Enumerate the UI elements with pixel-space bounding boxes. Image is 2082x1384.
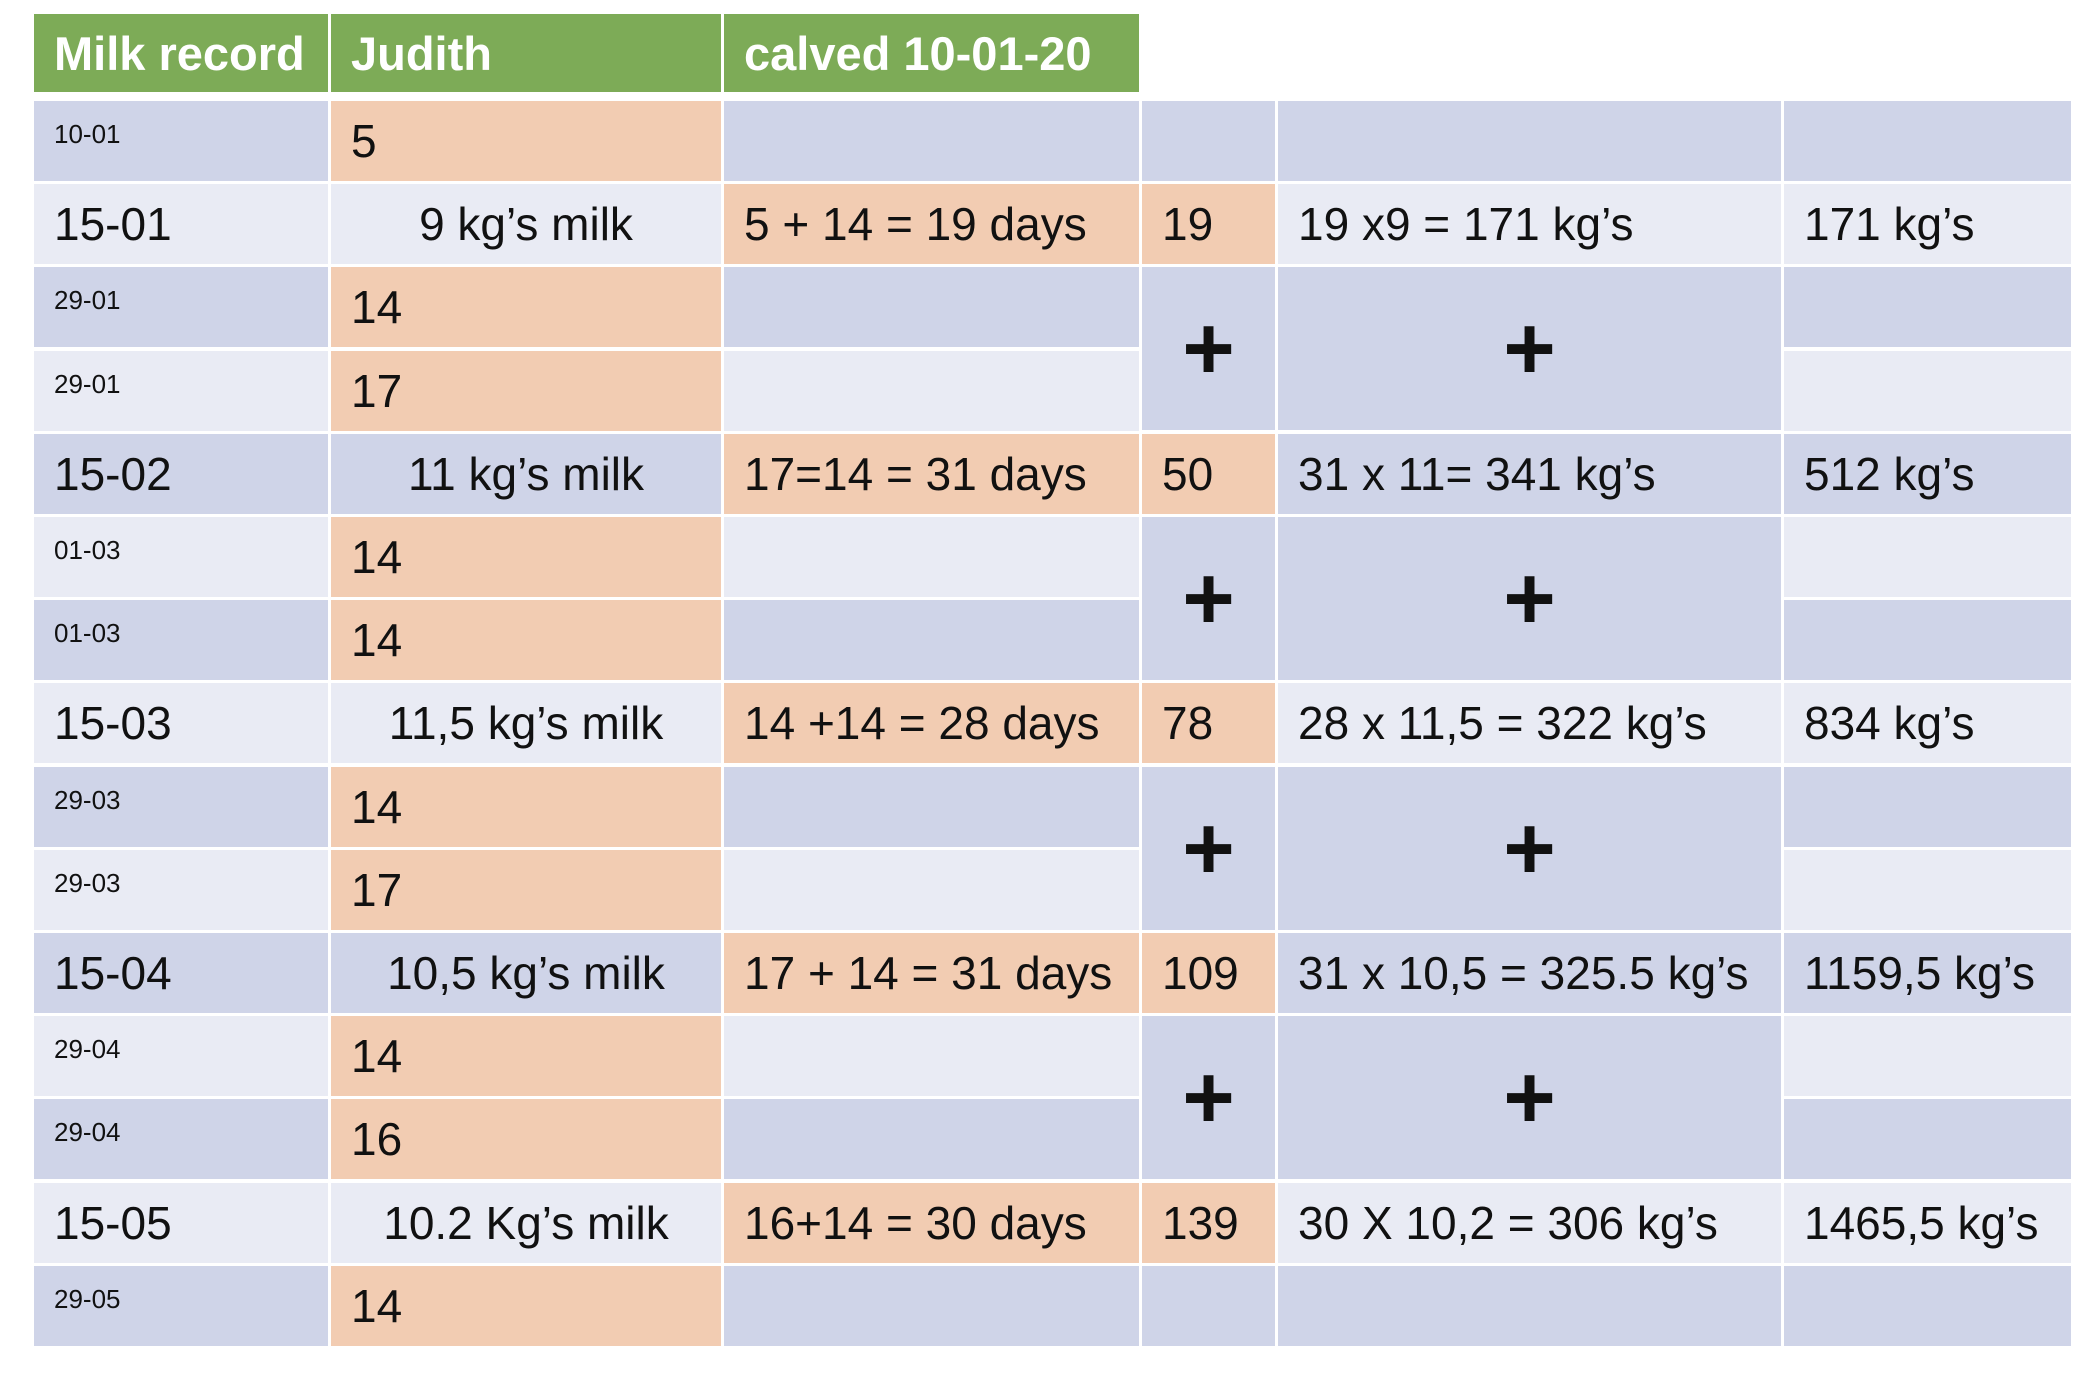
total-empty-cell (1784, 1016, 2071, 1096)
cumulative-days-cell: 109 (1142, 933, 1275, 1013)
total-empty-cell (1784, 351, 2071, 431)
kg-product-cell: 31 x 10,5 = 325.5 kg’s (1278, 933, 1781, 1013)
milk-yield-cell: 10.2 Kg’s milk (331, 1183, 721, 1263)
total-empty-cell (1784, 267, 2071, 347)
days-value-cell: 14 (331, 600, 721, 680)
days-value-cell: 17 (331, 850, 721, 930)
date-cell: 29-01 (34, 267, 328, 347)
plus-sign: + (1142, 267, 1275, 430)
cumulative-days-cell: 19 (1142, 184, 1275, 264)
date-cell: 29-03 (34, 767, 328, 847)
empty-cell (1278, 1266, 1781, 1346)
empty-cell (724, 267, 1139, 347)
kg-product-cell: 31 x 11= 341 kg’s (1278, 434, 1781, 514)
days-calc-cell: 17=14 = 31 days (724, 434, 1139, 514)
empty-cell (724, 850, 1139, 930)
empty-cell (1142, 101, 1275, 181)
date-cell: 29-01 (34, 351, 328, 431)
total-empty-cell (1784, 1266, 2071, 1346)
days-calc-cell: 17 + 14 = 31 days (724, 933, 1139, 1013)
days-value-cell: 14 (331, 517, 721, 597)
kg-product-cell: 19 x9 = 171 kg’s (1278, 184, 1781, 264)
date-cell: 15-02 (34, 434, 328, 514)
empty-cell (1278, 101, 1781, 181)
milk-yield-cell: 11,5 kg’s milk (331, 683, 721, 763)
header-title: Milk record (34, 14, 328, 92)
empty-cell (724, 600, 1139, 680)
days-value-cell: 14 (331, 1266, 721, 1346)
empty-cell (724, 1266, 1139, 1346)
days-value-cell: 14 (331, 1016, 721, 1096)
header-cow: Judith (331, 14, 721, 92)
empty-cell (724, 1099, 1139, 1179)
cumulative-days-cell: 139 (1142, 1183, 1275, 1263)
empty-cell (1142, 1266, 1275, 1346)
total-empty-cell (1784, 517, 2071, 597)
date-cell: 15-05 (34, 1183, 328, 1263)
plus-sign: + (1142, 767, 1275, 930)
date-cell: 29-05 (34, 1266, 328, 1346)
milk-yield-cell: 9 kg’s milk (331, 184, 721, 264)
plus-sign: + (1278, 517, 1781, 680)
cumulative-kg-cell: 512 kg’s (1784, 434, 2071, 514)
kg-product-cell: 30 X 10,2 = 306 kg’s (1278, 1183, 1781, 1263)
date-cell: 10-01 (34, 101, 328, 181)
header-calved: calved 10-01-20 (724, 14, 1139, 92)
date-cell: 29-03 (34, 850, 328, 930)
cumulative-kg-cell: 1465,5 kg’s (1784, 1183, 2071, 1263)
empty-cell (724, 767, 1139, 847)
empty-cell (724, 351, 1139, 431)
milk-yield-cell: 10,5 kg’s milk (331, 933, 721, 1013)
cumulative-days-cell: 50 (1142, 434, 1275, 514)
date-cell: 01-03 (34, 600, 328, 680)
days-value-cell: 14 (331, 767, 721, 847)
empty-cell (724, 101, 1139, 181)
cumulative-kg-cell: 171 kg’s (1784, 184, 2071, 264)
kg-product-cell: 28 x 11,5 = 322 kg’s (1278, 683, 1781, 763)
date-cell: 01-03 (34, 517, 328, 597)
plus-sign: + (1142, 517, 1275, 680)
days-calc-cell: 14 +14 = 28 days (724, 683, 1139, 763)
days-value-cell: 16 (331, 1099, 721, 1179)
plus-sign: + (1142, 1016, 1275, 1179)
date-cell: 15-04 (34, 933, 328, 1013)
cumulative-kg-cell: 834 kg’s (1784, 683, 2071, 763)
date-cell: 29-04 (34, 1099, 328, 1179)
days-calc-cell: 5 + 14 = 19 days (724, 184, 1139, 264)
total-empty-cell (1784, 101, 2071, 181)
total-empty-cell (1784, 767, 2071, 847)
total-empty-cell (1784, 850, 2071, 930)
date-cell: 15-03 (34, 683, 328, 763)
empty-cell (724, 1016, 1139, 1096)
days-value-cell: 5 (331, 101, 721, 181)
date-cell: 15-01 (34, 184, 328, 264)
cumulative-kg-cell: 1159,5 kg’s (1784, 933, 2071, 1013)
cumulative-days-cell: 78 (1142, 683, 1275, 763)
plus-sign: + (1278, 767, 1781, 930)
total-empty-cell (1784, 1099, 2071, 1179)
milk-yield-cell: 11 kg’s milk (331, 434, 721, 514)
plus-sign: + (1278, 1016, 1781, 1179)
plus-sign: + (1278, 267, 1781, 430)
days-calc-cell: 16+14 = 30 days (724, 1183, 1139, 1263)
days-value-cell: 17 (331, 351, 721, 431)
days-value-cell: 14 (331, 267, 721, 347)
date-cell: 29-04 (34, 1016, 328, 1096)
empty-cell (724, 517, 1139, 597)
total-empty-cell (1784, 600, 2071, 680)
